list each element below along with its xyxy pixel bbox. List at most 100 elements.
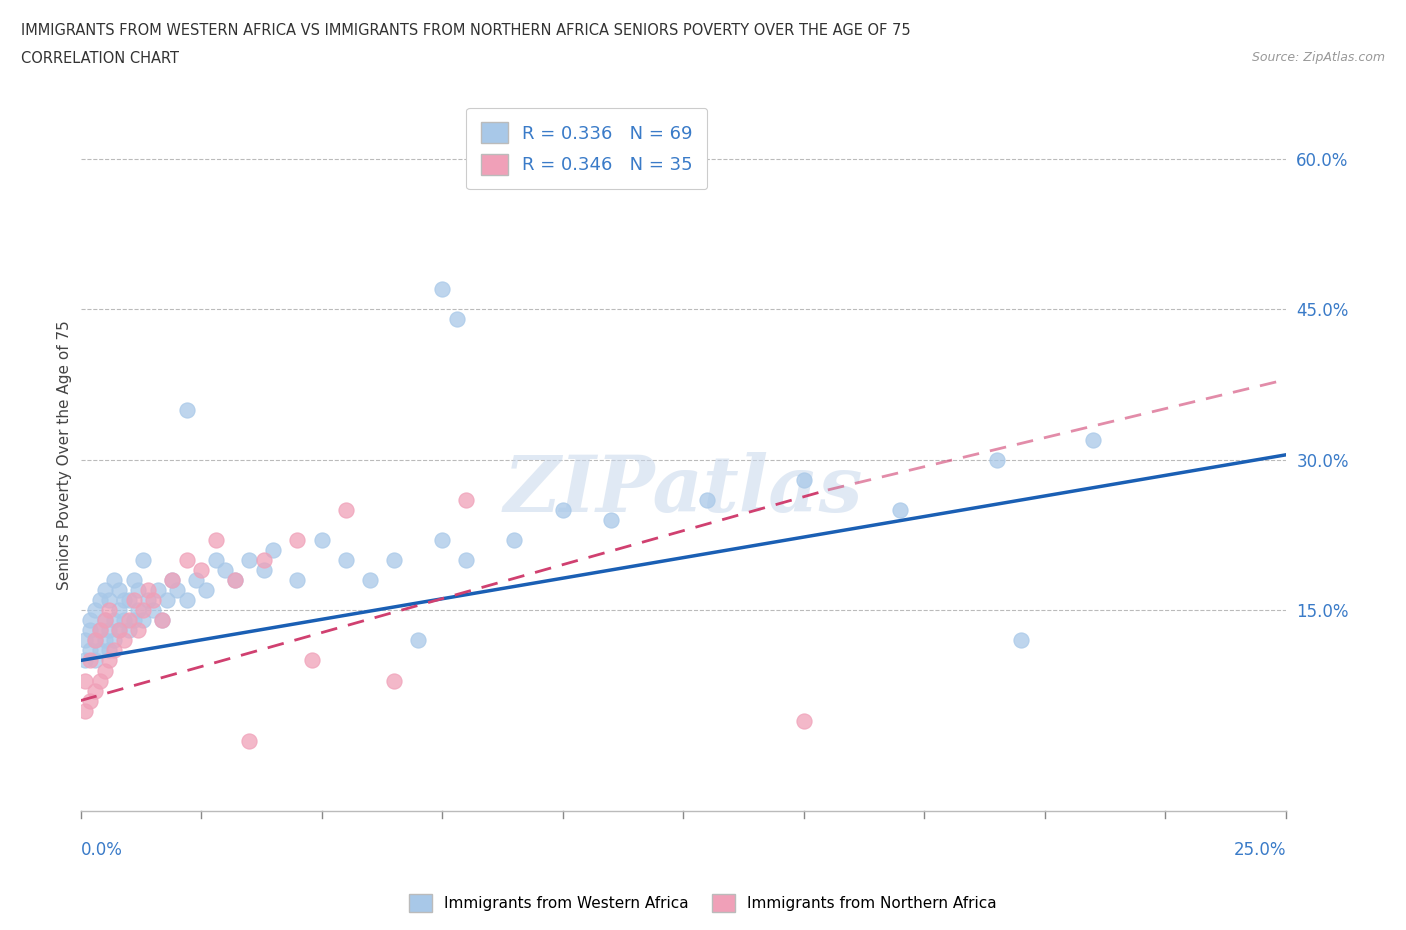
Point xyxy=(1010,633,1032,648)
Point xyxy=(98,623,121,638)
Point xyxy=(132,552,155,567)
Point xyxy=(176,552,198,567)
Point xyxy=(132,603,155,618)
Point xyxy=(503,533,526,548)
Text: IMMIGRANTS FROM WESTERN AFRICA VS IMMIGRANTS FROM NORTHERN AFRICA SENIORS POVERT: IMMIGRANTS FROM WESTERN AFRICA VS IMMIGR… xyxy=(21,23,911,38)
Text: CORRELATION CHART: CORRELATION CHART xyxy=(21,51,179,66)
Point xyxy=(287,533,309,548)
Point xyxy=(253,552,276,567)
Point xyxy=(186,573,208,588)
Point xyxy=(986,452,1008,467)
Point xyxy=(166,583,188,598)
Point xyxy=(446,312,468,326)
Point xyxy=(146,583,169,598)
Point xyxy=(335,552,357,567)
Point xyxy=(301,653,323,668)
Point xyxy=(224,573,246,588)
Point xyxy=(214,563,236,578)
Point xyxy=(430,533,453,548)
Point xyxy=(382,552,405,567)
Point xyxy=(84,684,107,698)
Point xyxy=(224,573,246,588)
Point xyxy=(238,733,260,748)
Point xyxy=(118,613,141,628)
Point xyxy=(79,643,101,658)
Point xyxy=(75,653,97,668)
Point xyxy=(93,613,115,628)
Point xyxy=(599,512,621,527)
Point xyxy=(190,563,212,578)
Point xyxy=(75,633,97,648)
Point xyxy=(142,603,165,618)
Point xyxy=(108,603,131,618)
Point xyxy=(382,673,405,688)
Point xyxy=(456,552,478,567)
Point xyxy=(262,543,284,558)
Point xyxy=(122,613,145,628)
Point xyxy=(287,573,309,588)
Point xyxy=(194,583,217,598)
Point xyxy=(122,592,145,607)
Point xyxy=(136,583,159,598)
Point xyxy=(142,592,165,607)
Point xyxy=(456,493,478,508)
Point xyxy=(93,633,115,648)
Point xyxy=(79,613,101,628)
Point xyxy=(79,623,101,638)
Point xyxy=(696,493,718,508)
Point xyxy=(108,623,131,638)
Point xyxy=(160,573,183,588)
Point xyxy=(98,653,121,668)
Point xyxy=(89,592,111,607)
Point xyxy=(152,613,174,628)
Point xyxy=(89,623,111,638)
Point xyxy=(75,673,97,688)
Point xyxy=(152,613,174,628)
Point xyxy=(359,573,381,588)
Point xyxy=(89,623,111,638)
Point xyxy=(122,573,145,588)
Point xyxy=(253,563,276,578)
Text: 0.0%: 0.0% xyxy=(80,841,122,859)
Point xyxy=(118,592,141,607)
Point xyxy=(79,693,101,708)
Point xyxy=(84,603,107,618)
Point xyxy=(75,703,97,718)
Point xyxy=(108,623,131,638)
Point xyxy=(84,633,107,648)
Point xyxy=(112,613,135,628)
Point xyxy=(127,603,149,618)
Point xyxy=(118,623,141,638)
Point xyxy=(406,633,429,648)
Point xyxy=(79,653,101,668)
Point xyxy=(93,613,115,628)
Point xyxy=(793,472,815,487)
Point xyxy=(98,603,121,618)
Point xyxy=(84,653,107,668)
Point xyxy=(93,663,115,678)
Point xyxy=(108,583,131,598)
Legend: Immigrants from Western Africa, Immigrants from Northern Africa: Immigrants from Western Africa, Immigran… xyxy=(404,888,1002,918)
Point xyxy=(103,633,125,648)
Point xyxy=(103,643,125,658)
Point xyxy=(889,502,911,517)
Point xyxy=(311,533,333,548)
Point xyxy=(98,643,121,658)
Point xyxy=(156,592,179,607)
Point xyxy=(132,613,155,628)
Text: Source: ZipAtlas.com: Source: ZipAtlas.com xyxy=(1251,51,1385,64)
Point xyxy=(238,552,260,567)
Point xyxy=(204,533,226,548)
Point xyxy=(103,573,125,588)
Point xyxy=(84,633,107,648)
Point xyxy=(430,282,453,297)
Point xyxy=(93,583,115,598)
Point xyxy=(127,583,149,598)
Text: ZIPatlas: ZIPatlas xyxy=(503,452,863,528)
Point xyxy=(793,713,815,728)
Point xyxy=(551,502,574,517)
Point xyxy=(98,592,121,607)
Point xyxy=(89,643,111,658)
Point xyxy=(176,403,198,418)
Legend: R = 0.336   N = 69, R = 0.346   N = 35: R = 0.336 N = 69, R = 0.346 N = 35 xyxy=(467,108,707,189)
